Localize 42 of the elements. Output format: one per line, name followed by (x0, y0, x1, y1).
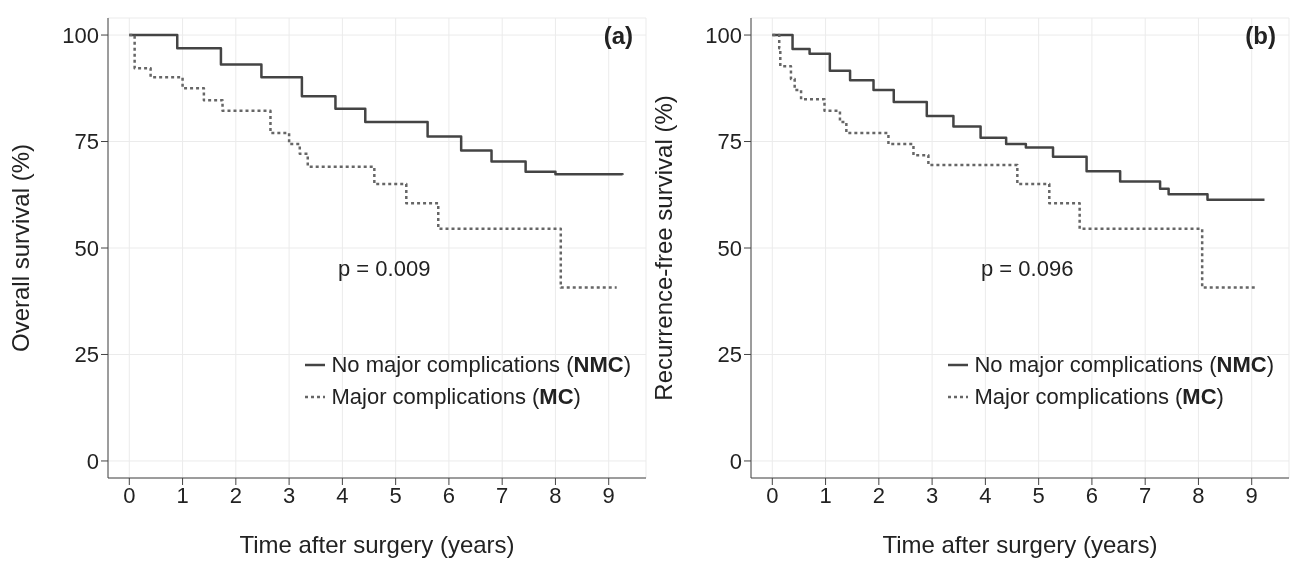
x-tick-label: 2 (872, 482, 885, 508)
x-tick-label: 1 (176, 482, 189, 508)
y-tick-label: 0 (729, 448, 742, 474)
y-tick-label: 25 (717, 342, 742, 368)
x-tick-label: 9 (1245, 482, 1258, 508)
x-tick-label: 8 (549, 482, 562, 508)
y-tick-label: 50 (717, 235, 742, 261)
y-tick-label: 100 (705, 22, 742, 48)
y-axis-title: Recurrence-free survival (%) (649, 95, 677, 401)
x-tick-label: 5 (1032, 482, 1045, 508)
x-tick-label: 3 (925, 482, 939, 508)
y-tick-label: 0 (86, 448, 99, 474)
y-axis-title: Overall survival (%) (6, 143, 34, 353)
x-tick-label: 4 (979, 482, 992, 508)
x-tick-label: 3 (282, 482, 296, 508)
legend-label: Major complications (MC) (974, 383, 1224, 411)
x-tick-label: 0 (766, 482, 779, 508)
x-axis-title: Time after surgery (years) (882, 531, 1158, 558)
annotation: p = 0.009 (338, 256, 431, 282)
x-tick-label: 8 (1192, 482, 1205, 508)
annotation: p = 0.096 (981, 256, 1074, 282)
x-tick-label: 7 (1139, 482, 1152, 508)
legend-label: No major complications (NMC) (331, 351, 631, 379)
y-tick-label: 100 (62, 22, 99, 48)
x-tick-label: 0 (123, 482, 136, 508)
y-tick-label: 50 (74, 235, 99, 261)
chart-title: (b) (1245, 22, 1276, 50)
legend-label: Major complications (MC) (331, 383, 581, 411)
legend-label: No major complications (NMC) (974, 351, 1274, 379)
x-tick-label: 9 (602, 482, 615, 508)
x-axis-title: Time after surgery (years) (239, 531, 515, 558)
chart-title: (a) (603, 22, 633, 50)
x-tick-label: 6 (442, 482, 456, 508)
x-tick-label: 5 (389, 482, 402, 508)
y-tick-label: 75 (717, 129, 742, 155)
x-tick-label: 6 (1085, 482, 1099, 508)
x-tick-label: 2 (229, 482, 242, 508)
y-tick-label: 75 (74, 129, 99, 155)
y-tick-label: 25 (74, 342, 99, 368)
x-tick-label: 4 (336, 482, 349, 508)
x-tick-label: 7 (496, 482, 509, 508)
x-tick-label: 1 (819, 482, 832, 508)
